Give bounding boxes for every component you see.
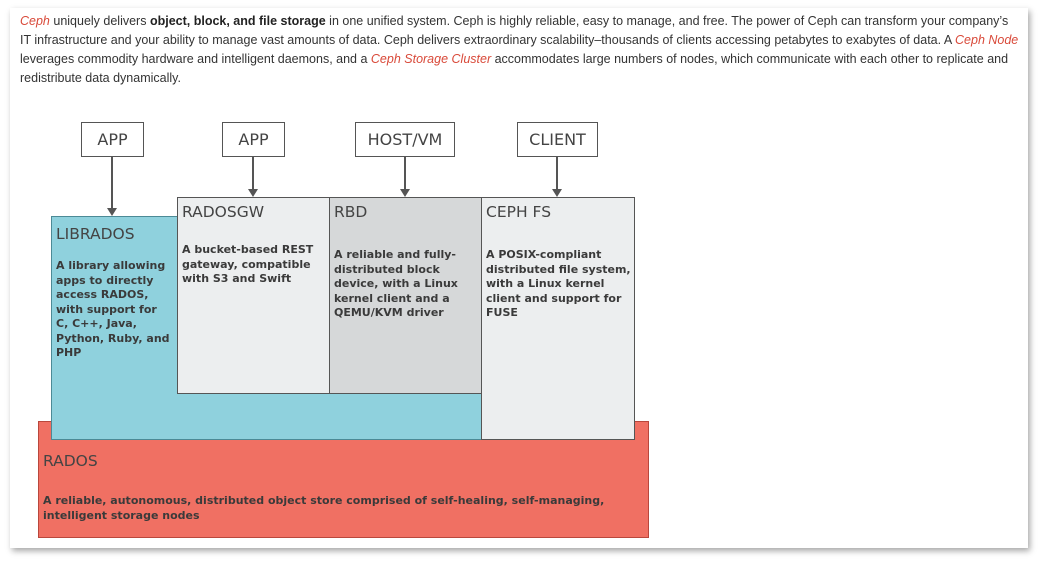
rados-desc: A reliable, autonomous, distributed obje… bbox=[43, 494, 605, 522]
cephfs-title: CEPH FS bbox=[486, 203, 552, 221]
app-box-2: APP bbox=[222, 122, 285, 157]
client-box: CLIENT bbox=[517, 122, 598, 157]
librados-title: LIBRADOS bbox=[56, 225, 135, 243]
arrow-client-to-cephfs bbox=[552, 157, 562, 197]
cephfs-desc: A POSIX-compliant distributed file syste… bbox=[486, 248, 631, 319]
app-box-1: APP bbox=[81, 122, 144, 157]
radosgw-desc: A bucket-based REST gateway, compatible … bbox=[182, 243, 314, 285]
arrow-app-to-librados bbox=[107, 157, 117, 216]
host-vm-box: HOST/VM bbox=[355, 122, 455, 157]
rbd-desc: A reliable and fully-distributed block d… bbox=[334, 248, 458, 319]
ceph-link[interactable]: Ceph bbox=[20, 14, 50, 28]
arrow-app-to-radosgw bbox=[248, 157, 258, 197]
rbd-box: RBD A reliable and fully-distributed blo… bbox=[329, 197, 483, 394]
intro-paragraph: Ceph uniquely delivers object, block, an… bbox=[20, 14, 1019, 85]
ceph-node-link[interactable]: Ceph Node bbox=[955, 33, 1019, 47]
radosgw-title: RADOSGW bbox=[182, 203, 265, 221]
cephfs-box: CEPH FS A POSIX-compliant distributed fi… bbox=[481, 197, 635, 440]
radosgw-box: RADOSGW A bucket-based REST gateway, com… bbox=[177, 197, 331, 394]
ceph-storage-cluster-link[interactable]: Ceph Storage Cluster bbox=[370, 52, 492, 66]
rbd-title: RBD bbox=[334, 203, 368, 221]
rados-box: RADOS A reliable, autonomous, distribute… bbox=[38, 421, 649, 538]
rados-title: RADOS bbox=[43, 452, 98, 470]
librados-desc: A library allowing apps to directly acce… bbox=[56, 259, 170, 359]
arrow-hostvm-to-rbd bbox=[400, 157, 410, 197]
